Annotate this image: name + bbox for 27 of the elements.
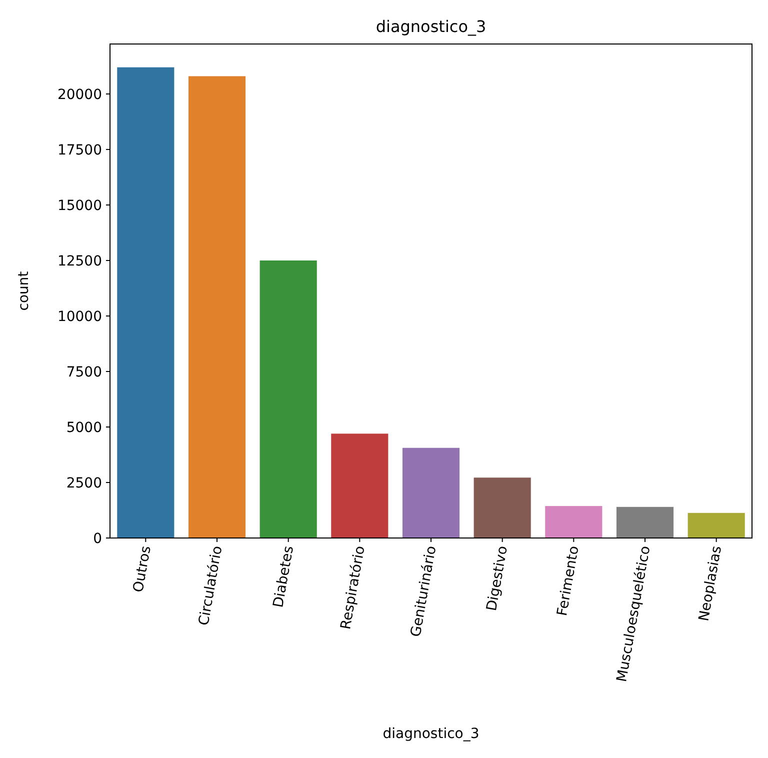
- bar: [117, 67, 174, 538]
- bar: [331, 434, 388, 538]
- y-tick-label: 12500: [57, 253, 102, 270]
- y-tick-label: 17500: [57, 142, 102, 158]
- y-tick-label: 10000: [57, 308, 102, 325]
- bar: [260, 260, 317, 538]
- y-tick-label: 7500: [66, 364, 102, 380]
- y-tick-label: 5000: [66, 420, 102, 436]
- x-tick-label: Outros: [130, 544, 154, 594]
- x-axis-title: diagnostico_3: [382, 726, 480, 742]
- bar: [474, 478, 531, 538]
- bar: [545, 506, 602, 538]
- x-tick-label: Neoplasias: [696, 544, 726, 622]
- x-tick-label: Circulatório: [196, 544, 226, 627]
- y-tick-label: 20000: [57, 86, 102, 103]
- bar: [402, 448, 460, 538]
- x-tick-label: Digestivo: [484, 544, 512, 612]
- y-tick-label: 2500: [66, 475, 102, 492]
- bar: [188, 76, 246, 538]
- y-axis-title: count: [16, 270, 32, 311]
- x-tick-label: Ferimento: [554, 544, 582, 618]
- y-tick-label: 0: [93, 530, 102, 547]
- y-tick-label: 15000: [57, 198, 102, 214]
- bar: [688, 512, 745, 538]
- x-tick-label: Diabetes: [270, 544, 298, 609]
- chart-title: diagnostico_3: [376, 17, 486, 36]
- bar: [616, 506, 674, 538]
